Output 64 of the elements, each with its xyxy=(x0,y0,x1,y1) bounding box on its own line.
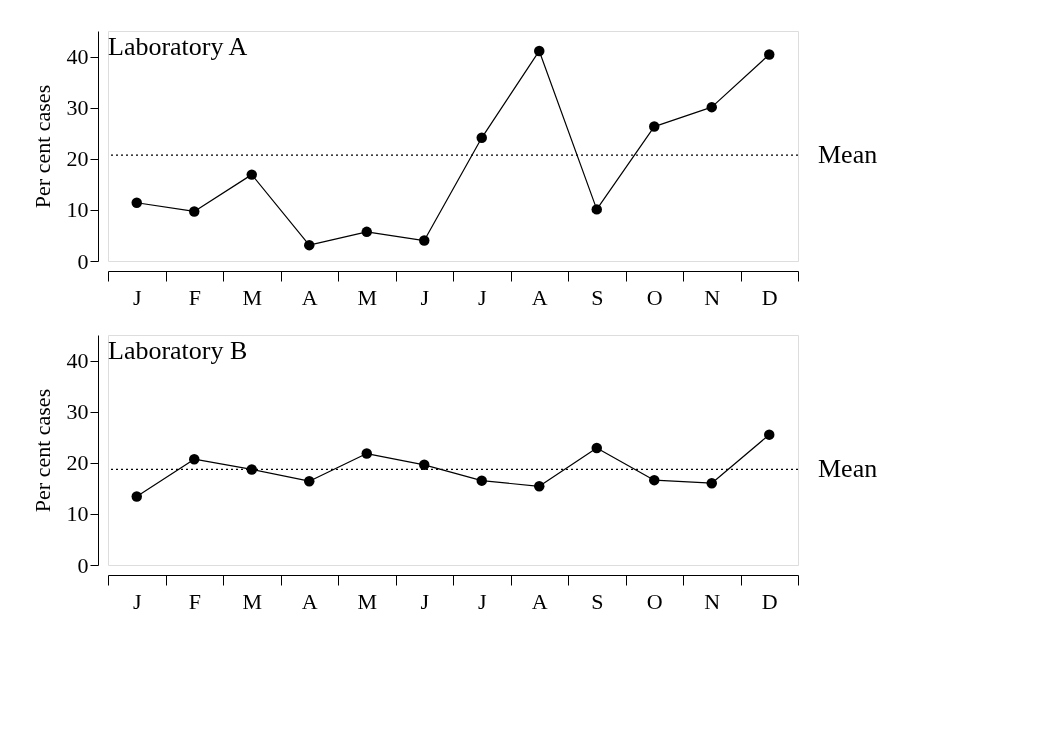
x-tick-label: M xyxy=(357,588,378,614)
x-tick-label: M xyxy=(242,284,263,310)
x-tick-label: D xyxy=(761,588,778,614)
point xyxy=(189,206,200,217)
point xyxy=(534,481,545,492)
y-tick-label: 20 xyxy=(66,450,89,476)
point xyxy=(649,121,660,132)
point xyxy=(706,477,717,489)
x-tick-label: F xyxy=(188,284,201,310)
x-tick-label: O xyxy=(646,588,663,614)
x-tick-label: J xyxy=(420,588,430,614)
x-tick-label: M xyxy=(357,284,378,310)
x-tick-label: J xyxy=(132,284,142,310)
x-tick-label: D xyxy=(761,284,778,310)
y-tick-label: 40 xyxy=(66,44,89,70)
point xyxy=(131,491,142,502)
y-axis-title: Per cent cases xyxy=(29,388,55,513)
x-tick-label: N xyxy=(704,588,721,614)
y-tick-label: 10 xyxy=(66,501,89,527)
point xyxy=(764,49,775,60)
x-tick-label: N xyxy=(704,284,721,310)
x-tick-label: S xyxy=(591,284,604,310)
x-tick-label: A xyxy=(531,284,548,310)
point xyxy=(591,204,602,215)
point xyxy=(304,475,315,487)
point xyxy=(419,459,430,471)
y-tick-label: 40 xyxy=(66,348,89,374)
point xyxy=(246,169,257,180)
x-tick-label: J xyxy=(477,284,487,310)
y-tick-label: 0 xyxy=(77,552,89,578)
chart-title: Laboratory B xyxy=(108,336,248,365)
point xyxy=(591,442,602,454)
point xyxy=(476,475,487,486)
x-tick-label: O xyxy=(646,284,663,310)
chart-title: Laboratory A xyxy=(108,32,248,61)
point xyxy=(419,235,430,246)
y-tick-label: 30 xyxy=(66,399,89,425)
y-axis-title: Per cent cases xyxy=(29,84,55,209)
point xyxy=(706,101,717,113)
x-tick-label: A xyxy=(531,588,548,614)
x-tick-label: A xyxy=(301,588,318,614)
point xyxy=(534,45,545,57)
x-tick-label: J xyxy=(477,588,487,614)
x-tick-label: A xyxy=(301,284,318,310)
x-tick-label: M xyxy=(242,588,263,614)
y-tick-label: 20 xyxy=(66,146,89,172)
ref-line-label: Mean xyxy=(818,140,878,170)
point xyxy=(764,429,775,440)
x-tick-label: S xyxy=(591,588,604,614)
y-tick-label: 30 xyxy=(66,95,89,121)
x-tick-label: J xyxy=(420,284,430,310)
point xyxy=(361,448,372,459)
point xyxy=(246,464,257,475)
point xyxy=(304,239,315,251)
point xyxy=(649,474,660,486)
ref-line-label: Mean xyxy=(818,454,878,484)
point xyxy=(189,453,200,465)
y-tick-label: 10 xyxy=(66,197,89,223)
point xyxy=(476,132,487,144)
point xyxy=(131,197,142,208)
x-tick-label: J xyxy=(132,588,142,614)
y-tick-label: 0 xyxy=(77,248,89,274)
point xyxy=(361,226,372,238)
x-tick-label: F xyxy=(188,588,201,614)
